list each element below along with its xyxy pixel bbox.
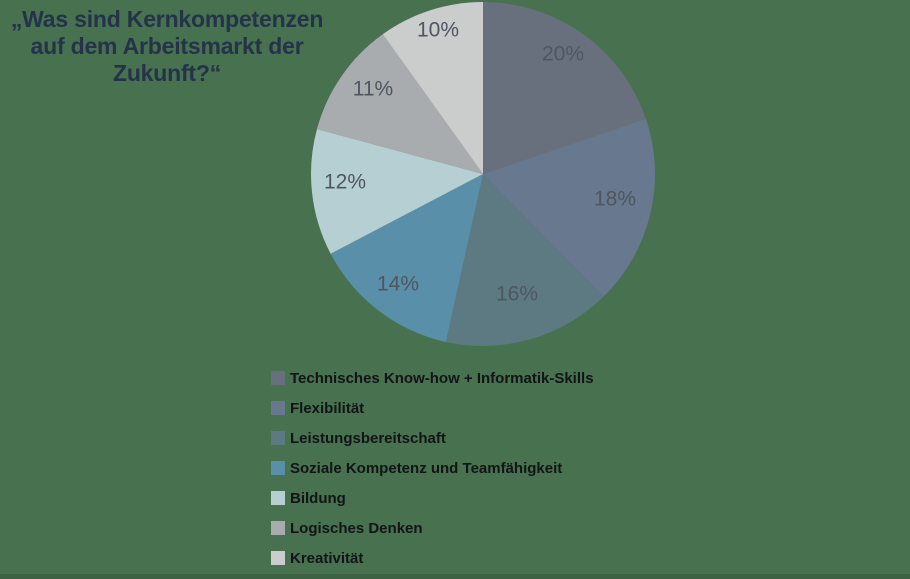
legend-label: Leistungsbereitschaft	[290, 429, 446, 447]
pie-slice-label-6: 11%	[353, 78, 393, 101]
chart-title-line2: auf dem Arbeitsmarkt der Zukunft?“	[30, 33, 304, 86]
legend-swatch-icon	[271, 461, 285, 475]
legend-label: Kreativität	[290, 549, 364, 567]
pie-slice-label-4: 14%	[377, 273, 419, 296]
legend-swatch-icon	[271, 431, 285, 445]
pie-slice-2	[483, 118, 655, 297]
pie-slice-label-7: 10%	[417, 19, 459, 42]
pie-slice-6	[316, 34, 483, 174]
legend-swatch-icon	[271, 401, 285, 415]
legend-swatch-icon	[271, 371, 285, 385]
bottom-edge-strip	[0, 574, 910, 579]
pie-slice-label-5: 12%	[324, 171, 366, 194]
pie-slice-3	[445, 174, 604, 347]
pie-slice-5	[311, 129, 483, 254]
legend-swatch-icon	[271, 491, 285, 505]
legend-label: Logisches Denken	[290, 519, 423, 537]
chart-title-line1: „Was sind Kernkompetenzen	[10, 6, 324, 32]
legend-swatch-icon	[271, 521, 285, 535]
legend-label: Technisches Know-how + Informatik-Skills	[290, 369, 594, 387]
chart-legend: Technisches Know-how + Informatik-Skills…	[271, 363, 594, 573]
legend-label: Bildung	[290, 489, 346, 507]
legend-swatch-icon	[271, 551, 285, 565]
pie-slice-4	[330, 174, 483, 342]
pie-slice-label-2: 18%	[594, 188, 636, 211]
chart-title: „Was sind Kernkompetenzen auf dem Arbeit…	[0, 6, 334, 87]
pie-slice-7	[382, 2, 483, 174]
pie-slice-label-3: 16%	[496, 283, 538, 306]
legend-item-6: Logisches Denken	[271, 513, 594, 543]
legend-item-2: Flexibilität	[271, 393, 594, 423]
pie-slice-1	[483, 2, 646, 174]
legend-item-4: Soziale Kompetenz und Teamfähigkeit	[271, 453, 594, 483]
legend-item-3: Leistungsbereitschaft	[271, 423, 594, 453]
legend-label: Soziale Kompetenz und Teamfähigkeit	[290, 459, 563, 477]
legend-item-1: Technisches Know-how + Informatik-Skills	[271, 363, 594, 393]
legend-label: Flexibilität	[290, 399, 365, 417]
legend-item-7: Kreativität	[271, 543, 594, 573]
pie-slice-label-1: 20%	[542, 43, 584, 66]
legend-item-5: Bildung	[271, 483, 594, 513]
